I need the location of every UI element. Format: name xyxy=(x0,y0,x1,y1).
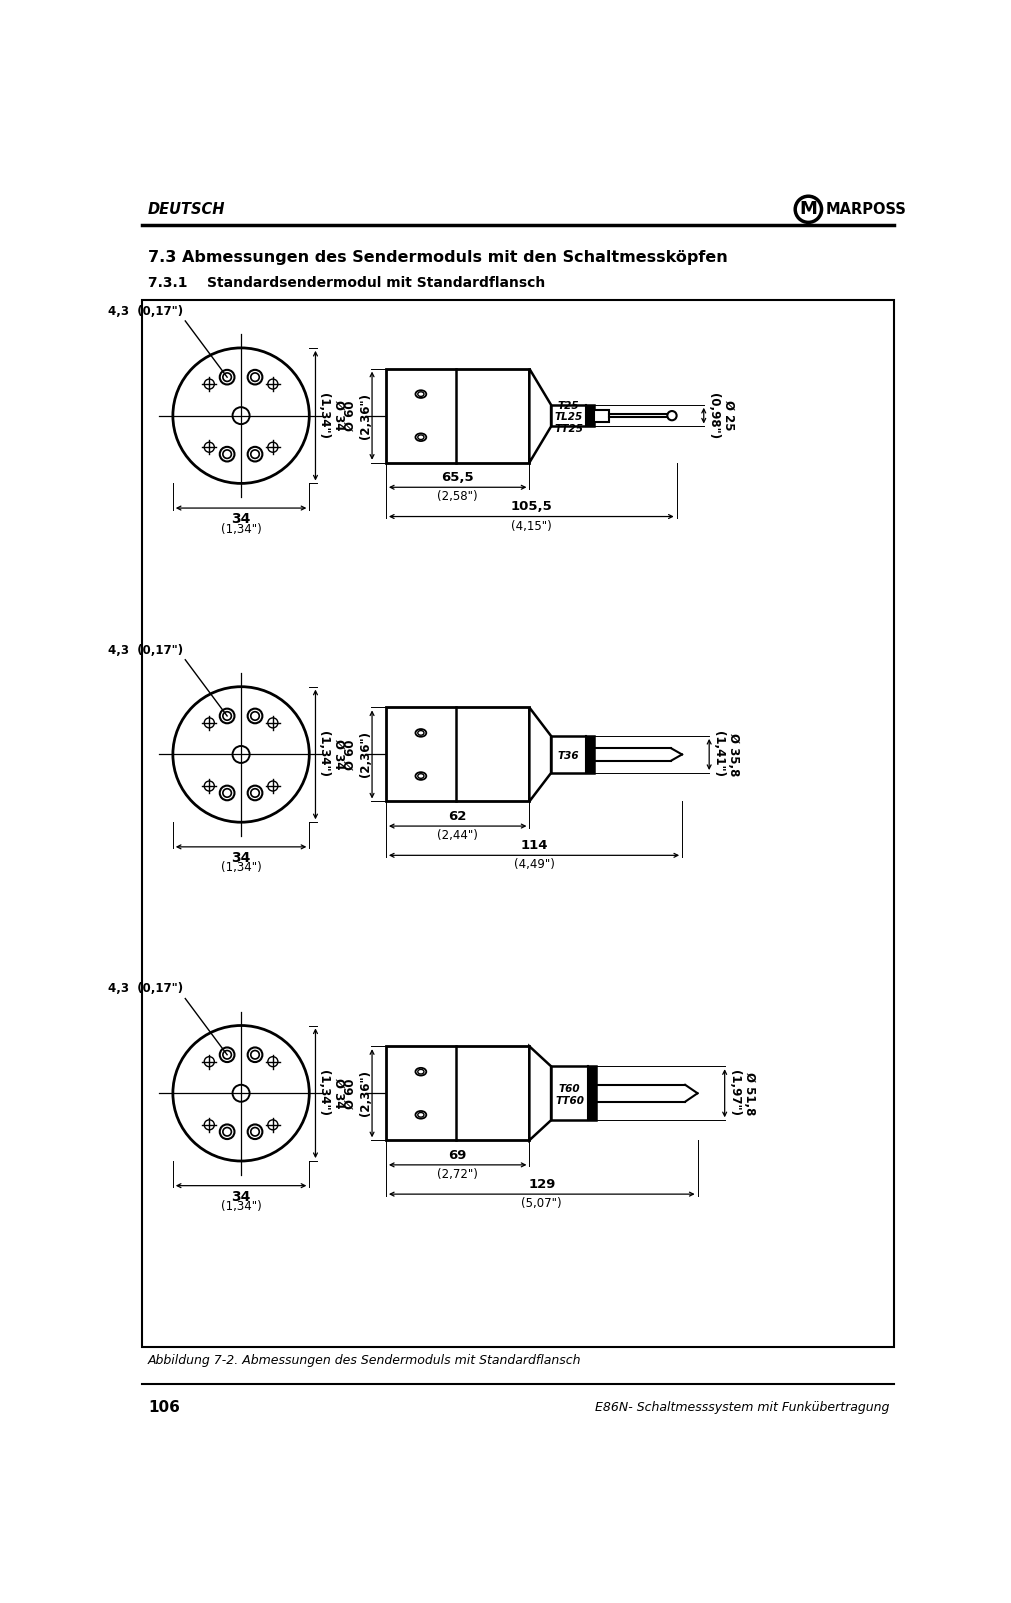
Bar xyxy=(588,1066,596,1120)
Bar xyxy=(551,1066,596,1120)
Text: 4,3  (0,17"): 4,3 (0,17") xyxy=(108,305,183,317)
Bar xyxy=(586,406,593,426)
Text: 34: 34 xyxy=(232,1189,251,1204)
Text: 7.3.1    Standardsendermodul mit Standardflansch: 7.3.1 Standardsendermodul mit Standardfl… xyxy=(148,276,545,290)
Text: Ø 60
(2,36"): Ø 60 (2,36") xyxy=(344,393,372,439)
Bar xyxy=(386,707,530,802)
Text: 62: 62 xyxy=(449,810,467,822)
Text: (2,58"): (2,58") xyxy=(438,491,478,503)
Text: MARPOSS: MARPOSS xyxy=(825,202,906,216)
Text: (2,44"): (2,44") xyxy=(437,829,478,842)
Text: Ø 51,8
(1,97"): Ø 51,8 (1,97") xyxy=(728,1071,756,1116)
Text: 7.3 Abmessungen des Sendermoduls mit den Schaltmessköpfen: 7.3 Abmessungen des Sendermoduls mit den… xyxy=(148,250,728,266)
Text: Ø 60
(2,36"): Ø 60 (2,36") xyxy=(344,731,372,777)
Text: (2,72"): (2,72") xyxy=(437,1169,478,1181)
Bar xyxy=(593,410,610,422)
Text: 114: 114 xyxy=(521,840,548,853)
Text: (4,15"): (4,15") xyxy=(511,519,552,532)
Text: Ø 34
(1,34"): Ø 34 (1,34") xyxy=(317,393,345,439)
Text: (1,34"): (1,34") xyxy=(220,523,262,535)
Text: Abbildung 7-2. Abmessungen des Sendermoduls mit Standardflansch: Abbildung 7-2. Abmessungen des Sendermod… xyxy=(148,1355,581,1367)
Bar xyxy=(586,736,593,773)
Text: T36: T36 xyxy=(558,750,579,761)
Text: M: M xyxy=(800,200,817,218)
Text: Ø 34
(1,34"): Ø 34 (1,34") xyxy=(317,1071,345,1116)
Text: 34: 34 xyxy=(232,511,251,526)
Text: DEUTSCH: DEUTSCH xyxy=(148,202,225,216)
Text: T25
TL25
TT25: T25 TL25 TT25 xyxy=(554,401,583,434)
Text: (1,34"): (1,34") xyxy=(220,1201,262,1213)
Text: 69: 69 xyxy=(449,1149,467,1162)
Polygon shape xyxy=(530,1047,551,1140)
Text: Ø 34
(1,34"): Ø 34 (1,34") xyxy=(317,731,345,777)
Bar xyxy=(386,369,530,463)
Text: 4,3  (0,17"): 4,3 (0,17") xyxy=(108,644,183,657)
Text: 106: 106 xyxy=(148,1399,180,1415)
Text: 4,3  (0,17"): 4,3 (0,17") xyxy=(108,983,183,995)
Text: Ø 35,8
(1,41"): Ø 35,8 (1,41") xyxy=(712,731,740,777)
Text: E86N- Schaltmesssystem mit Funkübertragung: E86N- Schaltmesssystem mit Funkübertragu… xyxy=(595,1401,890,1414)
Text: 65,5: 65,5 xyxy=(442,471,474,484)
Text: T60
TT60: T60 TT60 xyxy=(555,1084,584,1106)
Text: Ø 60
(2,36"): Ø 60 (2,36") xyxy=(344,1071,372,1116)
Bar xyxy=(551,406,593,426)
Bar xyxy=(386,1047,530,1140)
Text: (4,49"): (4,49") xyxy=(514,859,554,872)
Text: (5,07"): (5,07") xyxy=(522,1197,562,1210)
Text: Ø 25
(0,98"): Ø 25 (0,98") xyxy=(707,393,735,439)
Text: 129: 129 xyxy=(528,1178,555,1191)
Text: 34: 34 xyxy=(232,851,251,864)
Bar xyxy=(142,300,895,1348)
Polygon shape xyxy=(530,707,551,802)
Polygon shape xyxy=(530,369,551,463)
Text: (1,34"): (1,34") xyxy=(220,861,262,875)
Text: 105,5: 105,5 xyxy=(511,500,552,513)
Bar xyxy=(551,736,593,773)
